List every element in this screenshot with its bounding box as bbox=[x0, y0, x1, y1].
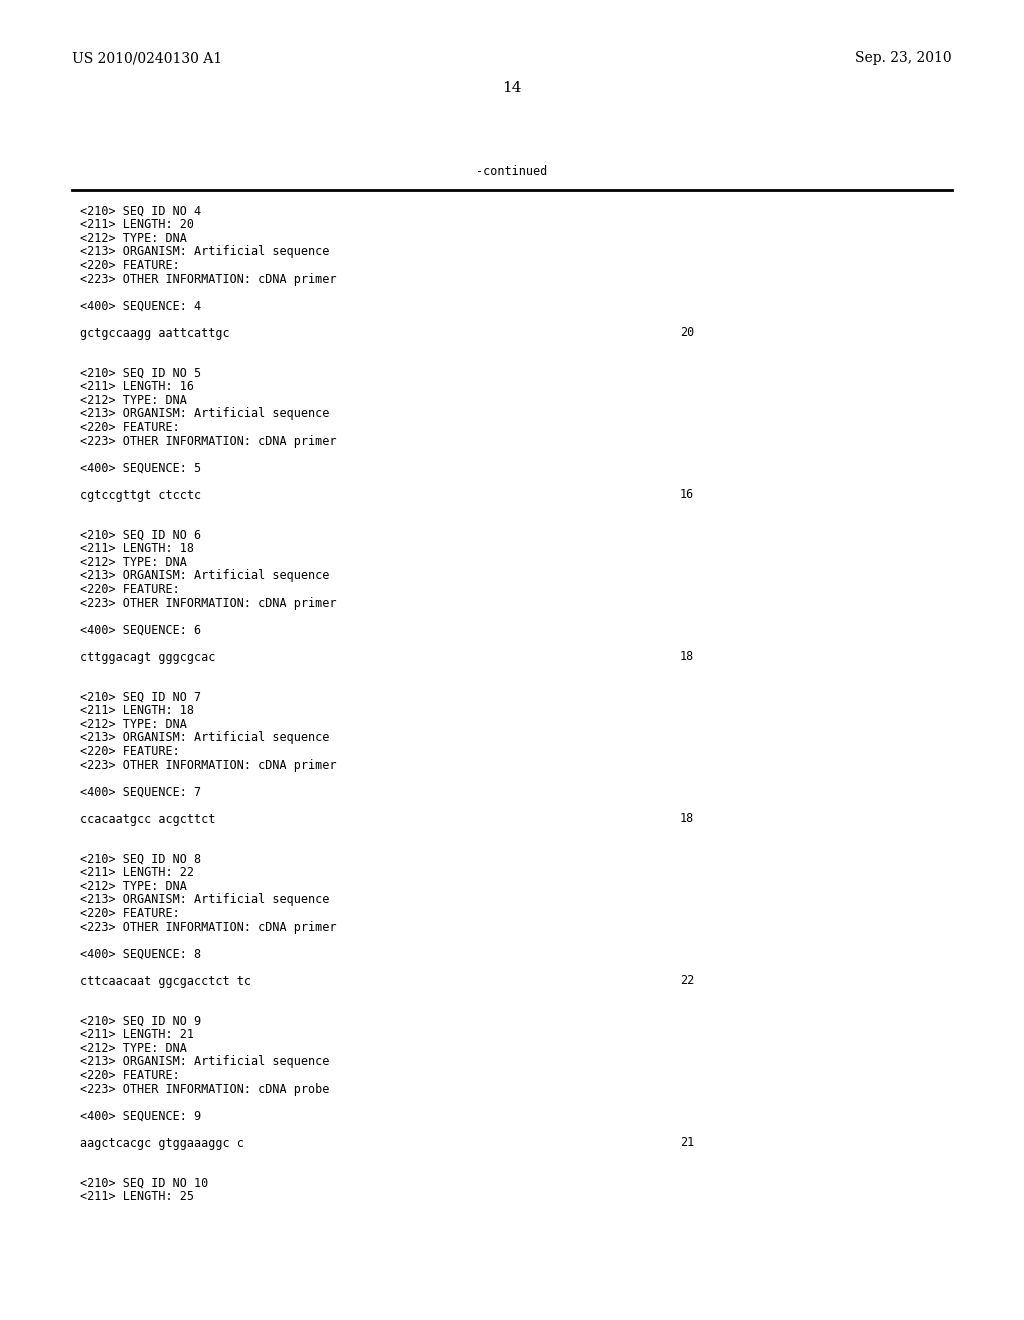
Text: <220> FEATURE:: <220> FEATURE: bbox=[80, 907, 180, 920]
Text: <400> SEQUENCE: 7: <400> SEQUENCE: 7 bbox=[80, 785, 201, 799]
Text: <213> ORGANISM: Artificial sequence: <213> ORGANISM: Artificial sequence bbox=[80, 1056, 330, 1068]
Text: <223> OTHER INFORMATION: cDNA probe: <223> OTHER INFORMATION: cDNA probe bbox=[80, 1082, 330, 1096]
Text: cttggacagt gggcgcac: cttggacagt gggcgcac bbox=[80, 651, 215, 664]
Text: <212> TYPE: DNA: <212> TYPE: DNA bbox=[80, 880, 186, 894]
Text: 14: 14 bbox=[502, 81, 522, 95]
Text: <223> OTHER INFORMATION: cDNA primer: <223> OTHER INFORMATION: cDNA primer bbox=[80, 759, 337, 771]
Text: 21: 21 bbox=[680, 1137, 694, 1150]
Text: <210> SEQ ID NO 5: <210> SEQ ID NO 5 bbox=[80, 367, 201, 380]
Text: <211> LENGTH: 16: <211> LENGTH: 16 bbox=[80, 380, 194, 393]
Text: <211> LENGTH: 25: <211> LENGTH: 25 bbox=[80, 1191, 194, 1204]
Text: <220> FEATURE:: <220> FEATURE: bbox=[80, 421, 180, 434]
Text: <210> SEQ ID NO 6: <210> SEQ ID NO 6 bbox=[80, 529, 201, 543]
Text: US 2010/0240130 A1: US 2010/0240130 A1 bbox=[72, 51, 222, 65]
Text: <213> ORGANISM: Artificial sequence: <213> ORGANISM: Artificial sequence bbox=[80, 246, 330, 259]
Text: <210> SEQ ID NO 8: <210> SEQ ID NO 8 bbox=[80, 853, 201, 866]
Text: <223> OTHER INFORMATION: cDNA primer: <223> OTHER INFORMATION: cDNA primer bbox=[80, 434, 337, 447]
Text: <212> TYPE: DNA: <212> TYPE: DNA bbox=[80, 232, 186, 246]
Text: 20: 20 bbox=[680, 326, 694, 339]
Text: <400> SEQUENCE: 5: <400> SEQUENCE: 5 bbox=[80, 462, 201, 474]
Text: <220> FEATURE:: <220> FEATURE: bbox=[80, 744, 180, 758]
Text: <223> OTHER INFORMATION: cDNA primer: <223> OTHER INFORMATION: cDNA primer bbox=[80, 272, 337, 285]
Text: <211> LENGTH: 22: <211> LENGTH: 22 bbox=[80, 866, 194, 879]
Text: 16: 16 bbox=[680, 488, 694, 502]
Text: <220> FEATURE:: <220> FEATURE: bbox=[80, 1069, 180, 1082]
Text: -continued: -continued bbox=[476, 165, 548, 178]
Text: <213> ORGANISM: Artificial sequence: <213> ORGANISM: Artificial sequence bbox=[80, 894, 330, 907]
Text: aagctcacgc gtggaaaggc c: aagctcacgc gtggaaaggc c bbox=[80, 1137, 244, 1150]
Text: <223> OTHER INFORMATION: cDNA primer: <223> OTHER INFORMATION: cDNA primer bbox=[80, 920, 337, 933]
Text: <210> SEQ ID NO 10: <210> SEQ ID NO 10 bbox=[80, 1177, 208, 1191]
Text: <213> ORGANISM: Artificial sequence: <213> ORGANISM: Artificial sequence bbox=[80, 408, 330, 421]
Text: cgtccgttgt ctcctc: cgtccgttgt ctcctc bbox=[80, 488, 201, 502]
Text: <220> FEATURE:: <220> FEATURE: bbox=[80, 583, 180, 597]
Text: <213> ORGANISM: Artificial sequence: <213> ORGANISM: Artificial sequence bbox=[80, 731, 330, 744]
Text: <213> ORGANISM: Artificial sequence: <213> ORGANISM: Artificial sequence bbox=[80, 569, 330, 582]
Text: <400> SEQUENCE: 9: <400> SEQUENCE: 9 bbox=[80, 1110, 201, 1122]
Text: <211> LENGTH: 18: <211> LENGTH: 18 bbox=[80, 705, 194, 718]
Text: 18: 18 bbox=[680, 651, 694, 664]
Text: <223> OTHER INFORMATION: cDNA primer: <223> OTHER INFORMATION: cDNA primer bbox=[80, 597, 337, 610]
Text: Sep. 23, 2010: Sep. 23, 2010 bbox=[855, 51, 952, 65]
Text: <210> SEQ ID NO 7: <210> SEQ ID NO 7 bbox=[80, 690, 201, 704]
Text: <212> TYPE: DNA: <212> TYPE: DNA bbox=[80, 718, 186, 731]
Text: <212> TYPE: DNA: <212> TYPE: DNA bbox=[80, 1041, 186, 1055]
Text: 22: 22 bbox=[680, 974, 694, 987]
Text: 18: 18 bbox=[680, 813, 694, 825]
Text: <211> LENGTH: 18: <211> LENGTH: 18 bbox=[80, 543, 194, 556]
Text: <400> SEQUENCE: 6: <400> SEQUENCE: 6 bbox=[80, 623, 201, 636]
Text: <220> FEATURE:: <220> FEATURE: bbox=[80, 259, 180, 272]
Text: <211> LENGTH: 20: <211> LENGTH: 20 bbox=[80, 219, 194, 231]
Text: <400> SEQUENCE: 4: <400> SEQUENCE: 4 bbox=[80, 300, 201, 313]
Text: <211> LENGTH: 21: <211> LENGTH: 21 bbox=[80, 1028, 194, 1041]
Text: gctgccaagg aattcattgc: gctgccaagg aattcattgc bbox=[80, 326, 229, 339]
Text: <212> TYPE: DNA: <212> TYPE: DNA bbox=[80, 556, 186, 569]
Text: <212> TYPE: DNA: <212> TYPE: DNA bbox=[80, 393, 186, 407]
Text: <400> SEQUENCE: 8: <400> SEQUENCE: 8 bbox=[80, 948, 201, 961]
Text: <210> SEQ ID NO 9: <210> SEQ ID NO 9 bbox=[80, 1015, 201, 1028]
Text: cttcaacaat ggcgacctct tc: cttcaacaat ggcgacctct tc bbox=[80, 974, 251, 987]
Text: <210> SEQ ID NO 4: <210> SEQ ID NO 4 bbox=[80, 205, 201, 218]
Text: ccacaatgcc acgcttct: ccacaatgcc acgcttct bbox=[80, 813, 215, 825]
